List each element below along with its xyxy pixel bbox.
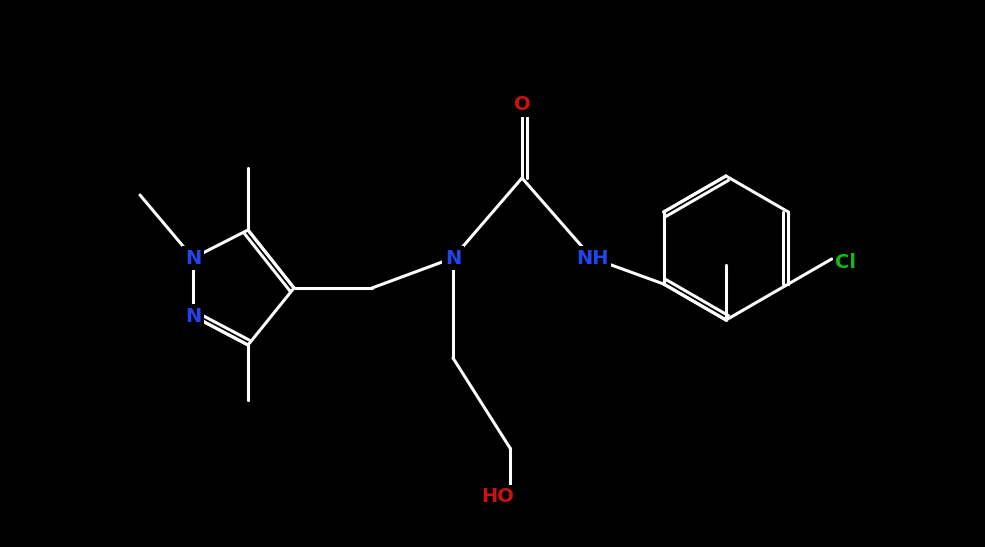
Text: N: N [185,248,201,267]
Text: Cl: Cl [835,253,856,272]
Text: N: N [445,248,461,267]
Text: N: N [185,306,201,325]
Text: O: O [514,96,530,114]
Text: NH: NH [576,248,609,267]
Text: HO: HO [482,487,514,507]
